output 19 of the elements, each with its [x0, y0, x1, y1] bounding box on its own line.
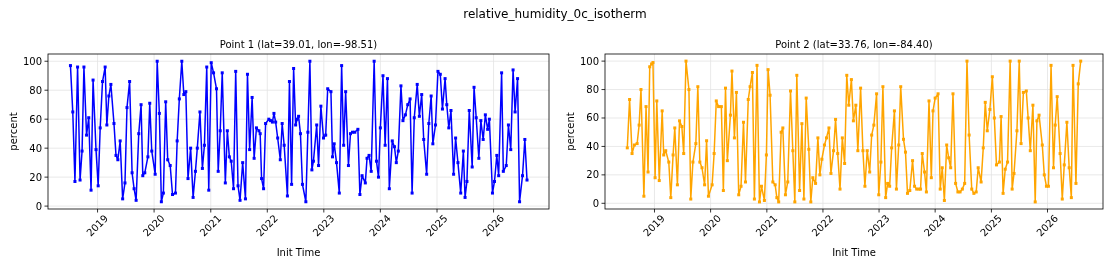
y-tick-label: 60 — [586, 112, 599, 124]
y-tick-label: 60 — [29, 113, 42, 125]
y-tick-label: 0 — [35, 200, 42, 212]
y-tick-label: 20 — [29, 171, 42, 183]
chart-title: Point 1 (lat=39.01, lon=-98.51) — [219, 39, 378, 50]
x-axis-title: Init Time — [276, 247, 321, 258]
y-axis-title: percent — [8, 112, 19, 151]
text: relative_humidity_0c_isotherm — [463, 7, 647, 21]
x-axis-title: Init Time — [832, 247, 876, 258]
y-tick-label: 40 — [586, 140, 599, 152]
y-axis-title: percent — [565, 112, 576, 151]
y-tick-label: 40 — [29, 142, 42, 154]
y-tick-label: 100 — [579, 55, 599, 67]
y-tick-label: 0 — [592, 197, 599, 209]
y-tick-label: 20 — [586, 169, 599, 181]
y-tick-label: 80 — [586, 84, 599, 96]
y-tick-label: 80 — [29, 84, 42, 96]
chart-title: Point 2 (lat=33.76, lon=-84.40) — [775, 39, 933, 50]
y-tick-label: 100 — [22, 55, 42, 67]
